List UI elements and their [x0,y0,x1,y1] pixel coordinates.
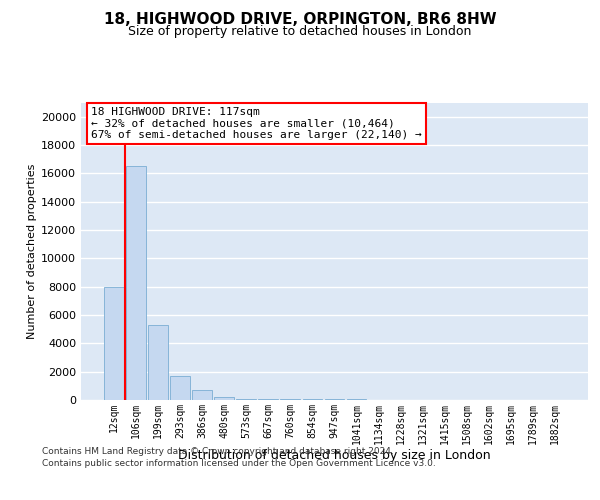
Bar [236,398,256,400]
Text: Contains public sector information licensed under the Open Government Licence v3: Contains public sector information licen… [42,459,436,468]
Bar [192,390,212,400]
Y-axis label: Number of detached properties: Number of detached properties [27,164,37,339]
Bar [259,399,278,400]
Text: Contains HM Land Registry data © Crown copyright and database right 2024.: Contains HM Land Registry data © Crown c… [42,448,394,456]
Bar [126,166,146,400]
Bar [170,376,190,400]
Text: Size of property relative to detached houses in London: Size of property relative to detached ho… [128,25,472,38]
Bar [148,325,168,400]
Bar [214,397,234,400]
Text: 18 HIGHWOOD DRIVE: 117sqm
← 32% of detached houses are smaller (10,464)
67% of s: 18 HIGHWOOD DRIVE: 117sqm ← 32% of detac… [91,107,422,140]
Bar [104,286,124,400]
Text: 18, HIGHWOOD DRIVE, ORPINGTON, BR6 8HW: 18, HIGHWOOD DRIVE, ORPINGTON, BR6 8HW [104,12,496,28]
X-axis label: Distribution of detached houses by size in London: Distribution of detached houses by size … [178,450,491,462]
